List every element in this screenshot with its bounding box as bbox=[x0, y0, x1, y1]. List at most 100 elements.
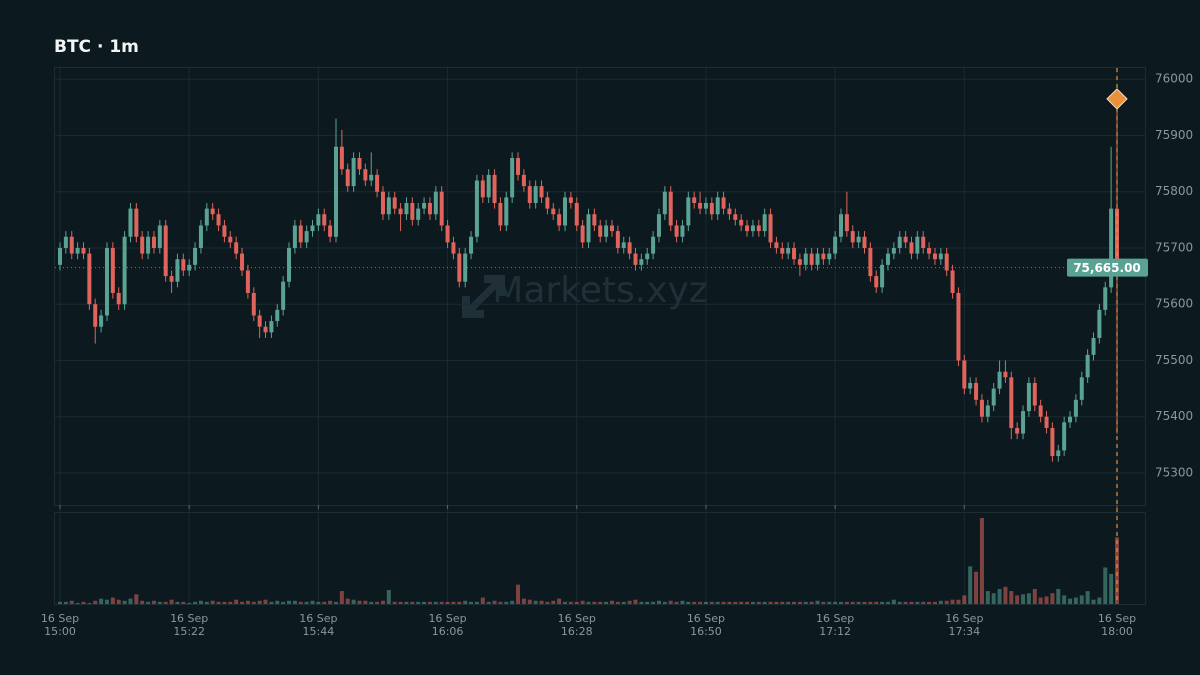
x-tick-label: 18:00 bbox=[1101, 625, 1133, 638]
candle-body bbox=[275, 309, 280, 322]
volume-bar bbox=[58, 601, 62, 604]
volume-bar bbox=[1068, 598, 1073, 604]
candle-body bbox=[210, 208, 215, 215]
candle-body bbox=[204, 208, 209, 226]
volume-bar bbox=[727, 601, 732, 604]
candle-body bbox=[874, 276, 879, 288]
candle-body bbox=[539, 186, 544, 198]
volume-bar bbox=[122, 600, 127, 604]
candle-body bbox=[797, 259, 802, 265]
candle-body bbox=[915, 236, 920, 254]
volume-bar bbox=[921, 601, 926, 604]
candle-body bbox=[222, 225, 227, 237]
y-tick-label: 75400 bbox=[1155, 409, 1193, 423]
candle-body bbox=[181, 259, 186, 271]
candle-body bbox=[486, 174, 491, 198]
volume-bar bbox=[433, 601, 438, 604]
volume-bar bbox=[1091, 599, 1096, 604]
volume-bar bbox=[1044, 596, 1049, 604]
candle-body bbox=[99, 315, 104, 327]
candle-body bbox=[81, 247, 86, 254]
volume-bar bbox=[1032, 588, 1037, 604]
candle-body bbox=[480, 180, 485, 198]
volume-bar bbox=[134, 594, 139, 604]
volume-bar bbox=[439, 601, 444, 604]
volume-bar bbox=[380, 600, 385, 604]
volume-bar bbox=[656, 600, 661, 604]
candle-body bbox=[122, 236, 127, 305]
candle-body bbox=[1079, 377, 1084, 400]
candle-body bbox=[956, 292, 961, 361]
volume-bar bbox=[169, 599, 174, 604]
volume-bar bbox=[210, 600, 215, 604]
candle-body bbox=[592, 214, 597, 226]
candle-body bbox=[985, 405, 990, 417]
volume-bar bbox=[480, 597, 485, 604]
candle-body bbox=[304, 231, 309, 243]
candle-body bbox=[844, 214, 849, 232]
candle-body bbox=[69, 236, 74, 254]
volume-bar bbox=[69, 600, 74, 604]
volume-bar bbox=[850, 601, 855, 604]
candle-body bbox=[292, 225, 297, 248]
candle-body bbox=[1097, 309, 1102, 338]
volume-bar bbox=[93, 600, 98, 604]
volume-bar bbox=[216, 601, 221, 604]
volume-bar bbox=[1026, 593, 1031, 604]
volume-bar bbox=[792, 601, 797, 604]
volume-bar bbox=[474, 601, 479, 604]
candle-body bbox=[245, 270, 250, 293]
candle-body bbox=[1003, 371, 1008, 378]
candle-body bbox=[234, 242, 239, 254]
candle-body bbox=[745, 225, 750, 232]
volume-bar bbox=[204, 601, 209, 604]
x-tick-label: 16 Sep bbox=[41, 612, 79, 625]
candle-body bbox=[950, 270, 955, 293]
volume-bar bbox=[181, 601, 186, 604]
candle-body bbox=[668, 191, 673, 226]
candle-body bbox=[1044, 416, 1049, 428]
volume-bar bbox=[551, 600, 556, 604]
candle-body bbox=[175, 259, 180, 282]
candle-body bbox=[151, 236, 156, 248]
volume-bar bbox=[316, 601, 321, 604]
volume-bar bbox=[193, 601, 198, 604]
volume-bar bbox=[833, 601, 838, 604]
chart-title: BTC · 1m bbox=[54, 37, 139, 57]
candle-body bbox=[645, 253, 650, 260]
volume-bar bbox=[1009, 591, 1014, 604]
volume-bar bbox=[175, 601, 180, 604]
x-tick-label: 16:50 bbox=[690, 625, 722, 638]
candle-body bbox=[216, 214, 221, 226]
volume-bar bbox=[609, 600, 614, 604]
volume-bar bbox=[844, 601, 849, 604]
candle-body bbox=[1109, 208, 1114, 288]
volume-bar bbox=[363, 600, 368, 604]
volume-bar bbox=[733, 601, 738, 604]
volume-bar bbox=[715, 601, 720, 604]
volume-bar bbox=[157, 601, 162, 604]
volume-bar bbox=[932, 601, 937, 604]
candle-body bbox=[615, 231, 620, 248]
candle-body bbox=[715, 197, 720, 215]
volume-bar bbox=[1062, 595, 1067, 604]
volume-bar bbox=[486, 601, 491, 604]
candle-body bbox=[116, 292, 121, 305]
volume-bar bbox=[615, 601, 620, 604]
candle-body bbox=[504, 197, 509, 226]
candle-body bbox=[586, 214, 591, 243]
candle-body bbox=[633, 253, 638, 265]
candle-body bbox=[733, 214, 738, 220]
volume-bar bbox=[304, 601, 309, 604]
candle-body bbox=[656, 214, 661, 237]
candle-body bbox=[756, 225, 761, 232]
candle-body bbox=[1085, 354, 1090, 378]
candle-body bbox=[427, 202, 432, 215]
candle-body bbox=[422, 202, 427, 209]
volume-bar bbox=[979, 518, 984, 604]
volume-bar bbox=[510, 600, 515, 604]
candle-body bbox=[574, 202, 579, 226]
volume-bar bbox=[985, 591, 990, 604]
volume-bar bbox=[968, 566, 973, 604]
